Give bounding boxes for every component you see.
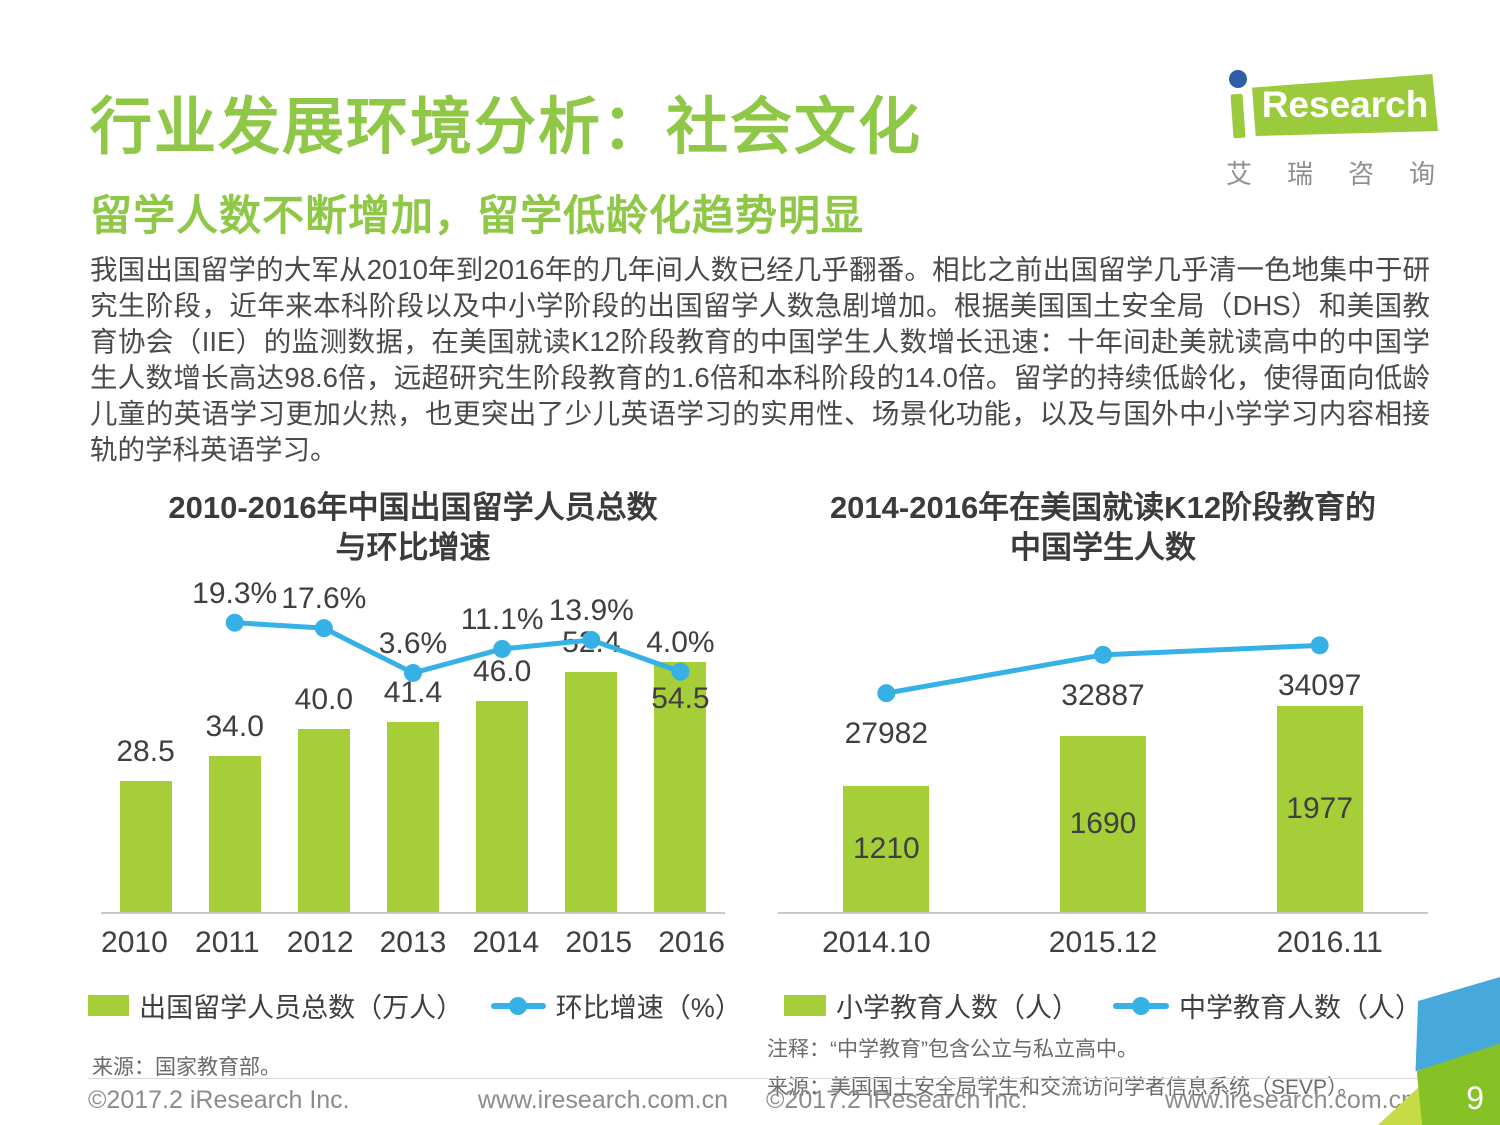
line-point (877, 684, 896, 703)
bar-2016 (654, 662, 707, 912)
bar-2012 (297, 728, 350, 912)
footer-website-right: www.iresearch.com.cn (1164, 1086, 1415, 1114)
page-number: 9 (1466, 1080, 1484, 1116)
legend-bar-swatch-icon (784, 995, 826, 1016)
bar-2015.12 (1060, 736, 1146, 912)
bar-value-label: 54.5 (651, 682, 710, 716)
legend-bar-swatch-icon (88, 995, 130, 1016)
x-tick-2010: 2010 (101, 926, 168, 959)
bar-2014.10 (843, 786, 930, 912)
bar-value-label: 1210 (852, 832, 920, 866)
chart-title: 2010-2016年中国出国留学人员总数 与环比增速 (88, 488, 738, 568)
chart-title: 2014-2016年在美国就读K12阶段教育的 中国学生人数 (763, 488, 1443, 568)
source-note: 来源：美国国土安全局学生和交流访问学者信息系统（SEVP）。 (767, 1076, 1359, 1099)
page-title: 行业发展环境分析：社会文化 (90, 93, 923, 162)
footer-divider (88, 1078, 1445, 1079)
x-tick-2015: 2015 (565, 926, 633, 959)
legend: 出国留学人员总数（万人） 环比增速（%） (88, 986, 742, 1025)
chart-title-line: 中国学生人数 (1010, 530, 1196, 565)
x-tick-2016.11: 2016.11 (1276, 926, 1383, 959)
bar-value-label: 1977 (1286, 792, 1354, 826)
bar-value-label: 1690 (1069, 807, 1137, 841)
chart-title-line: 2014-2016年在美国就读K12阶段教育的 (829, 490, 1377, 525)
line-value-label: 32887 (1061, 678, 1145, 712)
line-value-label: 19.3% (192, 576, 278, 610)
footer-copyright-left: ©2017.2 iResearch Inc. (88, 1086, 350, 1114)
line-point (582, 630, 601, 649)
line-point (314, 619, 333, 638)
legend-label: 出国留学人员总数（万人） (139, 993, 464, 1023)
line-point (225, 613, 244, 632)
logo-plate: Research (1252, 74, 1438, 136)
legend-line-dot-icon (1132, 996, 1150, 1015)
bar-2016.11 (1276, 706, 1363, 912)
bar-value-label: 34.0 (205, 710, 264, 744)
annotation-note: 注释：“中学教育”包含公立与私立高中。 (767, 1038, 1138, 1061)
line-value-label: 3.6% (378, 627, 448, 660)
legend-line-dot-icon (509, 996, 528, 1015)
plot-area: 1210 1690 1977 27982 32887 34097 (778, 582, 1428, 914)
logo-caption: 艾瑞咨询 (1226, 159, 1471, 189)
footer-website-left: www.iresearch.com.cn (477, 1086, 728, 1114)
chart-k12-us-students: 2014-2016年在美国就读K12阶段教育的 中国学生人数 1210 1690 19… (763, 488, 1443, 1101)
line-point (671, 662, 690, 681)
logo-brand-text: Research (1261, 84, 1429, 125)
iresearch-logo: Research 艾瑞咨询 (1222, 66, 1438, 189)
bar-value-label: 28.5 (116, 735, 175, 769)
bar-value-label: 41.4 (383, 676, 443, 710)
x-tick-2012: 2012 (286, 926, 354, 959)
line-value-label: 17.6% (281, 582, 367, 616)
legend-label: 小学教育人数（人） (836, 993, 1079, 1023)
legend-item: 小学教育人数（人） (784, 986, 1079, 1025)
legend-item: 环比增速（%） (490, 986, 742, 1025)
body-paragraph: 我国出国留学的大军从2010年到2016年的几年间人数已经几乎翻番。相比之前出国… (90, 254, 1430, 465)
line-point (1310, 636, 1329, 655)
chart-title-line: 2010-2016年中国出国留学人员总数 (168, 490, 658, 525)
bar-2010 (119, 781, 172, 912)
line-series (877, 636, 1329, 703)
x-tick-2014.10: 2014.10 (822, 926, 931, 959)
x-tick-2011: 2011 (195, 926, 260, 959)
bar-2011 (208, 756, 261, 912)
bar-value-label: 46.0 (472, 655, 532, 689)
line-point (493, 639, 512, 658)
plot-area: 28.534.040.041.446.052.454.519.3%17.6%3.… (101, 576, 725, 914)
legend-item: 出国留学人员总数（万人） (88, 986, 464, 1025)
line-point (1094, 645, 1112, 664)
line-series (225, 613, 690, 682)
x-tick-2014: 2014 (472, 926, 540, 959)
chart-study-abroad-total: 2010-2016年中国出国留学人员总数 与环比增速 28.5 34.0 40.0 41… (88, 488, 742, 1081)
bar-2015 (565, 671, 618, 912)
x-axis: 2014.10 2015.12 2016.11 (763, 926, 1443, 960)
x-tick-2016: 2016 (658, 926, 725, 959)
footer-copyright-right: ©2017.2 iResearch Inc. (766, 1086, 1028, 1114)
legend-label: 环比增速（%） (555, 993, 742, 1023)
bar-2014 (476, 701, 529, 912)
line-value-label: 34097 (1277, 669, 1362, 703)
x-axis: 2010 2011 2012 2013 2014 2015 2016 (88, 926, 738, 960)
logo-i-dot-icon (1229, 70, 1247, 88)
line-point (404, 663, 422, 682)
legend: 小学教育人数（人） 中学教育人数（人） (763, 986, 1443, 1025)
legend-label: 中学教育人数（人） (1179, 993, 1422, 1023)
bar-value-label: 40.0 (294, 682, 354, 716)
line-value-label: 27982 (844, 717, 929, 751)
logo-i-stem-icon (1230, 93, 1246, 139)
legend-item: 中学教育人数（人） (1113, 986, 1422, 1025)
bar-2013 (387, 722, 439, 912)
chart-title-line: 与环比增速 (335, 530, 491, 565)
line-value-label: 11.1% (460, 602, 544, 636)
corner-decoration (1370, 940, 1500, 1125)
line-value-label: 13.9% (548, 594, 634, 627)
x-tick-2013: 2013 (379, 926, 447, 959)
page-subtitle: 留学人数不断增加，留学低龄化趋势明显 (90, 192, 865, 239)
line-value-label: 4.0% (646, 625, 715, 659)
x-tick-2015.12: 2015.12 (1048, 926, 1158, 959)
legend-line-marker-icon (490, 996, 546, 1015)
legend-line-marker-icon (1113, 996, 1169, 1015)
source-note: 来源：国家教育部。 (92, 1056, 281, 1079)
